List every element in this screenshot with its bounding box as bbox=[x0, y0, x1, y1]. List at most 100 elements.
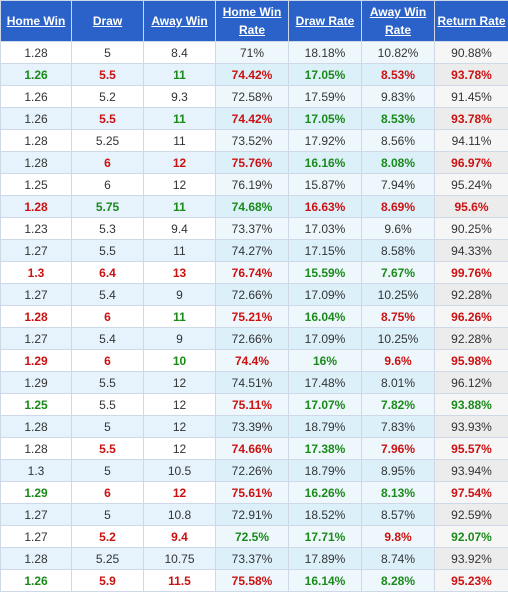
cell-draw-rate: 16.14% bbox=[288, 569, 362, 592]
cell-away-win-rate: 8.57% bbox=[361, 503, 435, 526]
cell-return-rate: 92.07% bbox=[434, 525, 508, 548]
header-draw[interactable]: Draw bbox=[71, 0, 144, 42]
cell-away-win-rate: 8.74% bbox=[361, 547, 435, 570]
header-away-win[interactable]: Away Win bbox=[143, 0, 216, 42]
header-home-win[interactable]: Home Win bbox=[0, 0, 72, 42]
cell-home-win-rate: 76.74% bbox=[215, 261, 289, 284]
cell-home-win: 1.28 bbox=[0, 129, 72, 152]
header-home-win-rate[interactable]: Home Win Rate bbox=[215, 0, 289, 42]
odds-body: 1.28 5 8.4 71% 18.18% 10.82% 90.88% 1.26 5.5 11 74… bbox=[0, 41, 508, 592]
cell-home-win-rate: 74.66% bbox=[215, 437, 289, 460]
cell-away-win-rate: 8.01% bbox=[361, 371, 435, 394]
header-away-win-rate[interactable]: Away Win Rate bbox=[361, 0, 435, 42]
cell-return-rate: 90.88% bbox=[434, 41, 508, 64]
cell-home-win-rate: 74.4% bbox=[215, 349, 289, 372]
cell-away-win-rate: 8.13% bbox=[361, 481, 435, 504]
cell-away-win: 11 bbox=[143, 63, 216, 86]
cell-draw-rate: 17.59% bbox=[288, 85, 362, 108]
cell-draw: 5 bbox=[71, 415, 144, 438]
cell-return-rate: 95.98% bbox=[434, 349, 508, 372]
cell-away-win: 9.4 bbox=[143, 525, 216, 548]
cell-return-rate: 96.12% bbox=[434, 371, 508, 394]
cell-away-win-rate: 9.6% bbox=[361, 217, 435, 240]
cell-draw: 6 bbox=[71, 151, 144, 174]
cell-away-win: 12 bbox=[143, 437, 216, 460]
cell-home-win-rate: 72.91% bbox=[215, 503, 289, 526]
table-row: 1.27 5 10.8 72.91% 18.52% 8.57% 92.59% bbox=[0, 503, 508, 526]
table-row: 1.29 5.5 12 74.51% 17.48% 8.01% 96.12% bbox=[0, 371, 508, 394]
header-return-rate[interactable]: Return Rate bbox=[434, 0, 508, 42]
cell-draw-rate: 15.87% bbox=[288, 173, 362, 196]
cell-return-rate: 93.94% bbox=[434, 459, 508, 482]
cell-home-win-rate: 75.11% bbox=[215, 393, 289, 416]
cell-away-win-rate: 7.67% bbox=[361, 261, 435, 284]
cell-draw: 5 bbox=[71, 503, 144, 526]
cell-draw: 5.5 bbox=[71, 393, 144, 416]
cell-home-win-rate: 74.42% bbox=[215, 107, 289, 130]
cell-draw: 5 bbox=[71, 459, 144, 482]
cell-away-win-rate: 8.69% bbox=[361, 195, 435, 218]
table-row: 1.3 5 10.5 72.26% 18.79% 8.95% 93.94% bbox=[0, 459, 508, 482]
cell-home-win: 1.28 bbox=[0, 437, 72, 460]
cell-return-rate: 99.76% bbox=[434, 261, 508, 284]
cell-draw-rate: 16.04% bbox=[288, 305, 362, 328]
cell-away-win: 11.5 bbox=[143, 569, 216, 592]
cell-draw: 6 bbox=[71, 349, 144, 372]
table-row: 1.23 5.3 9.4 73.37% 17.03% 9.6% 90.25% bbox=[0, 217, 508, 240]
cell-away-win-rate: 10.82% bbox=[361, 41, 435, 64]
cell-home-win: 1.3 bbox=[0, 459, 72, 482]
cell-home-win-rate: 75.58% bbox=[215, 569, 289, 592]
table-row: 1.25 6 12 76.19% 15.87% 7.94% 95.24% bbox=[0, 173, 508, 196]
table-row: 1.29 6 12 75.61% 16.26% 8.13% 97.54% bbox=[0, 481, 508, 504]
cell-draw: 5.9 bbox=[71, 569, 144, 592]
cell-home-win: 1.26 bbox=[0, 85, 72, 108]
cell-away-win-rate: 8.53% bbox=[361, 63, 435, 86]
cell-return-rate: 93.78% bbox=[434, 63, 508, 86]
cell-away-win-rate: 7.94% bbox=[361, 173, 435, 196]
cell-home-win: 1.25 bbox=[0, 393, 72, 416]
table-row: 1.3 6.4 13 76.74% 15.59% 7.67% 99.76% bbox=[0, 261, 508, 284]
cell-draw-rate: 17.09% bbox=[288, 283, 362, 306]
cell-away-win: 9 bbox=[143, 283, 216, 306]
header-draw-rate[interactable]: Draw Rate bbox=[288, 0, 362, 42]
cell-return-rate: 92.28% bbox=[434, 283, 508, 306]
cell-draw-rate: 16% bbox=[288, 349, 362, 372]
table-row: 1.26 5.5 11 74.42% 17.05% 8.53% 93.78% bbox=[0, 107, 508, 130]
cell-home-win-rate: 72.58% bbox=[215, 85, 289, 108]
cell-draw: 5.2 bbox=[71, 85, 144, 108]
cell-away-win: 11 bbox=[143, 305, 216, 328]
cell-away-win: 9 bbox=[143, 327, 216, 350]
cell-draw: 5.5 bbox=[71, 437, 144, 460]
cell-return-rate: 90.25% bbox=[434, 217, 508, 240]
cell-return-rate: 93.92% bbox=[434, 547, 508, 570]
cell-home-win: 1.26 bbox=[0, 63, 72, 86]
cell-return-rate: 94.33% bbox=[434, 239, 508, 262]
cell-draw-rate: 18.79% bbox=[288, 459, 362, 482]
cell-home-win: 1.28 bbox=[0, 415, 72, 438]
cell-return-rate: 97.54% bbox=[434, 481, 508, 504]
table-row: 1.28 5 8.4 71% 18.18% 10.82% 90.88% bbox=[0, 41, 508, 64]
cell-draw: 5.25 bbox=[71, 129, 144, 152]
cell-home-win-rate: 75.61% bbox=[215, 481, 289, 504]
cell-away-win: 11 bbox=[143, 107, 216, 130]
cell-away-win-rate: 7.82% bbox=[361, 393, 435, 416]
cell-home-win-rate: 71% bbox=[215, 41, 289, 64]
cell-draw: 6.4 bbox=[71, 261, 144, 284]
cell-away-win: 12 bbox=[143, 173, 216, 196]
cell-home-win: 1.28 bbox=[0, 305, 72, 328]
cell-away-win: 9.4 bbox=[143, 217, 216, 240]
cell-away-win: 13 bbox=[143, 261, 216, 284]
table-row: 1.25 5.5 12 75.11% 17.07% 7.82% 93.88% bbox=[0, 393, 508, 416]
cell-draw-rate: 16.16% bbox=[288, 151, 362, 174]
cell-away-win-rate: 8.53% bbox=[361, 107, 435, 130]
cell-draw-rate: 17.09% bbox=[288, 327, 362, 350]
cell-draw-rate: 16.26% bbox=[288, 481, 362, 504]
table-row: 1.28 5.5 12 74.66% 17.38% 7.96% 95.57% bbox=[0, 437, 508, 460]
cell-away-win-rate: 7.96% bbox=[361, 437, 435, 460]
cell-away-win: 10.8 bbox=[143, 503, 216, 526]
cell-home-win-rate: 72.66% bbox=[215, 327, 289, 350]
cell-home-win: 1.29 bbox=[0, 349, 72, 372]
cell-return-rate: 95.6% bbox=[434, 195, 508, 218]
table-row: 1.26 5.5 11 74.42% 17.05% 8.53% 93.78% bbox=[0, 63, 508, 86]
cell-draw-rate: 18.52% bbox=[288, 503, 362, 526]
